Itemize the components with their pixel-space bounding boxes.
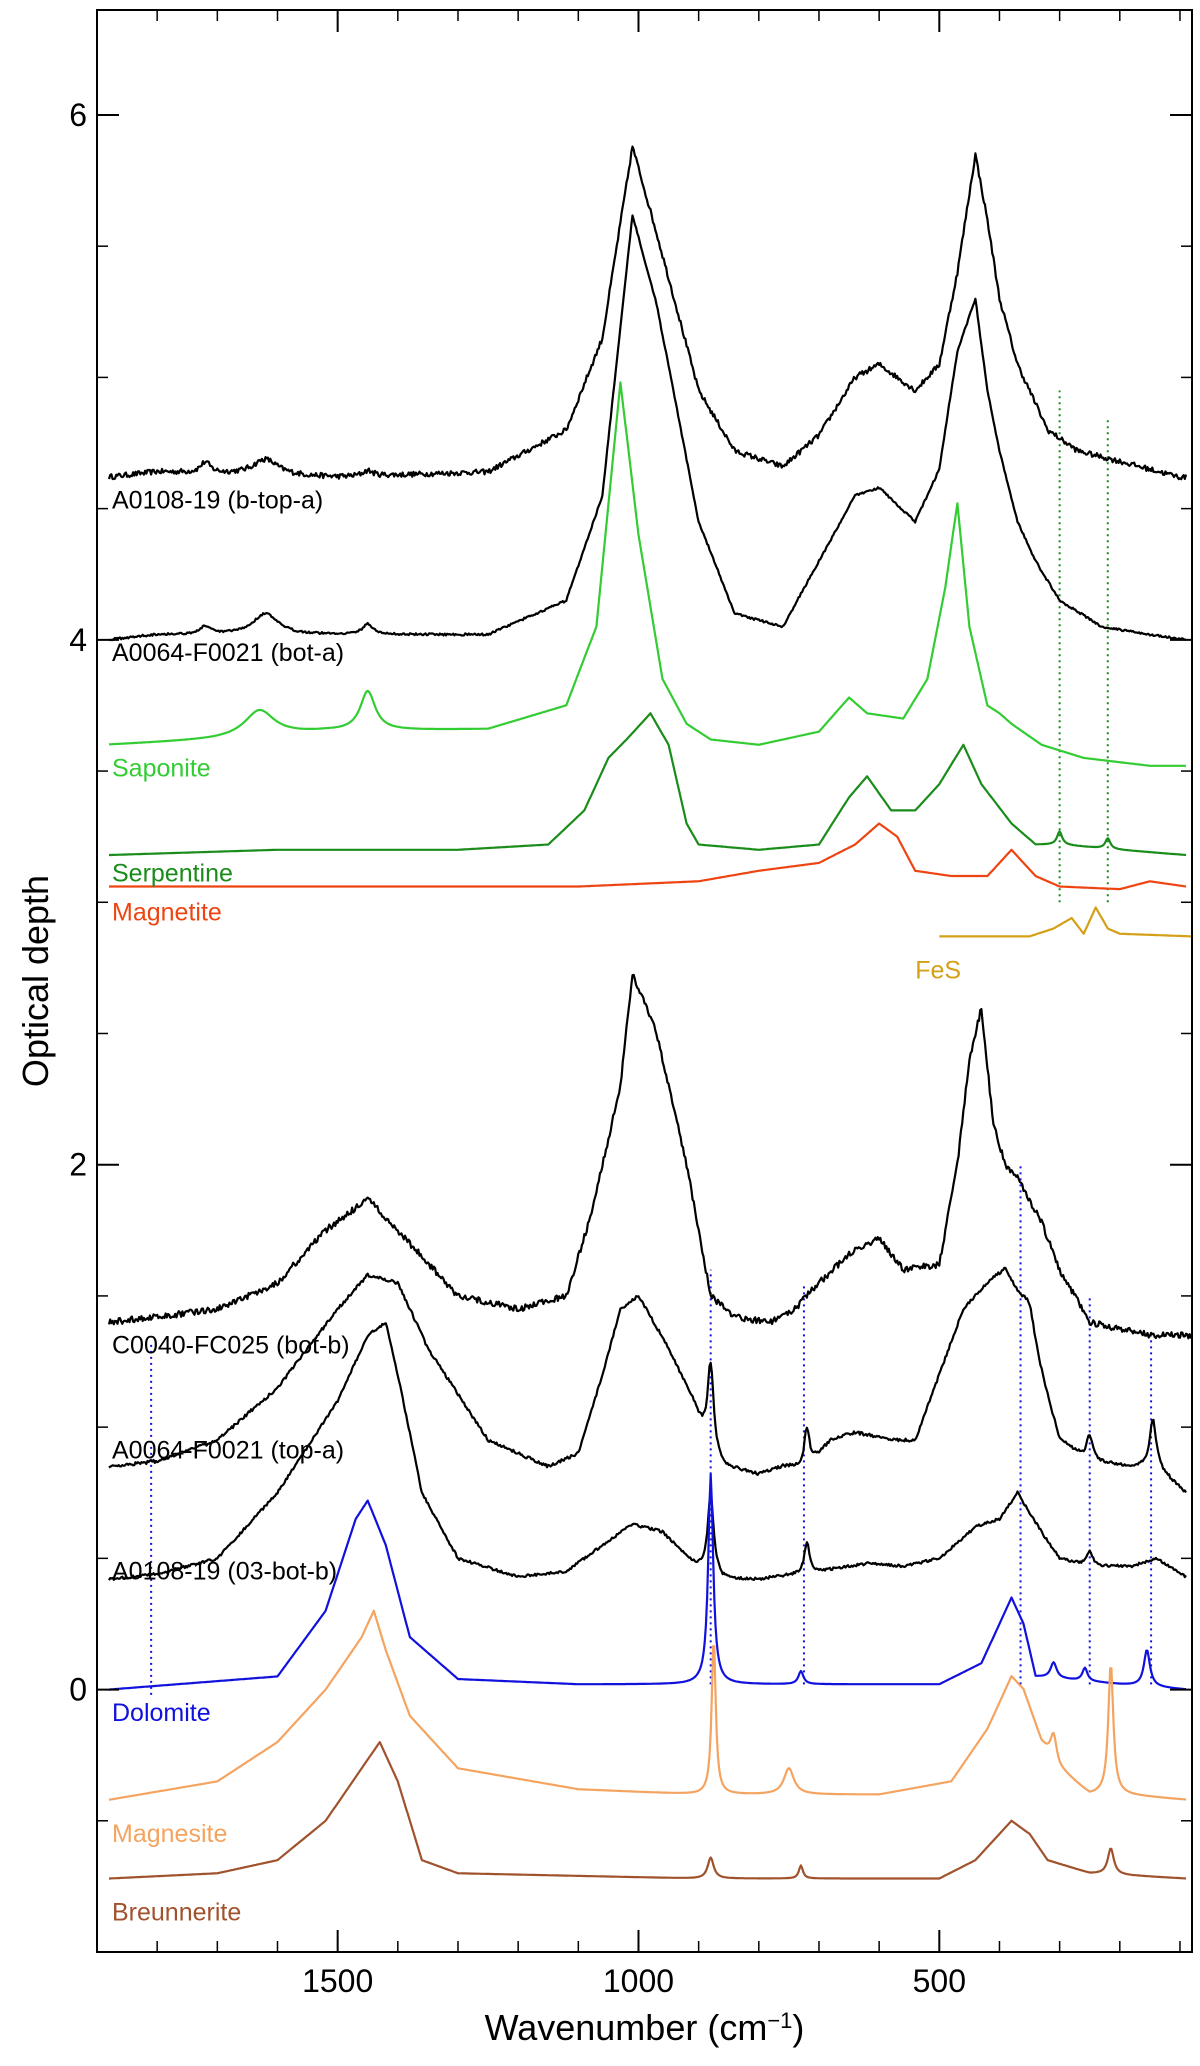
series-label-a0064-f0021-top-a: A0064-F0021 (top-a) [112, 1437, 344, 1465]
series-label-breunnerite: Breunnerite [112, 1899, 241, 1927]
series-line-magnetite [109, 822, 1187, 891]
x-tick-label: 1000 [603, 1963, 674, 1999]
series-labels: A0108-19 (b-top-a) A0064-F0021 (bot-a) Sap… [112, 487, 961, 1927]
reference-lines [150, 390, 1153, 1695]
series-label-a0108-19-03-bot-b: A0108-19 (03-bot-b) [112, 1557, 337, 1585]
y-axis-title: Optical depth [15, 875, 56, 1087]
y-tick-label: 2 [69, 1147, 87, 1183]
series-label-serpentine: Serpentine [112, 859, 233, 887]
series-line-saponite [108, 381, 1186, 767]
series-line-dolomite [108, 1473, 1187, 1691]
series-line-a0108-19-03-bot-b [108, 1322, 1187, 1581]
series-label-a0108-19-b-top-a: A0108-19 (b-top-a) [112, 487, 323, 515]
series-label-fes: FeS [915, 956, 961, 984]
x-axis-title: Wavenumber (cm−1) [485, 2007, 805, 2048]
x-axis-title-superscript: −1 [767, 2008, 792, 2033]
series-label-magnesite: Magnesite [112, 1820, 227, 1848]
axis-ticks: 1500 1000 500 0 2 4 6 [69, 10, 1192, 1999]
series-line-magnesite [108, 1609, 1187, 1801]
y-tick-label: 4 [69, 622, 87, 658]
series-label-c0040-fc025-bot-b: C0040-FC025 (bot-b) [112, 1332, 350, 1360]
y-tick-label: 0 [69, 1672, 87, 1708]
series-line-a0064-f0021-top-a [108, 1266, 1187, 1494]
x-tick-label: 500 [913, 1963, 966, 1999]
series-label-dolomite: Dolomite [112, 1699, 211, 1727]
x-tick-label: 1500 [302, 1963, 373, 1999]
series-label-a0064-f0021-bot-a: A0064-F0021 (bot-a) [112, 639, 344, 667]
series-label-saponite: Saponite [112, 754, 211, 782]
y-tick-label: 6 [69, 97, 87, 133]
series-line-a0064-f0021-bot-a [108, 214, 1186, 642]
series-line-c0040-fc025-bot-b [107, 973, 1194, 1340]
series-line-fes [939, 906, 1193, 938]
series-line-a0108-19-b-top-a [107, 145, 1188, 481]
series-lines [107, 145, 1194, 1880]
series-label-magnetite: Magnetite [112, 899, 222, 927]
series-line-breunnerite [109, 1741, 1187, 1880]
plot-frame [96, 9, 1193, 1953]
series-line-serpentine [109, 712, 1187, 857]
